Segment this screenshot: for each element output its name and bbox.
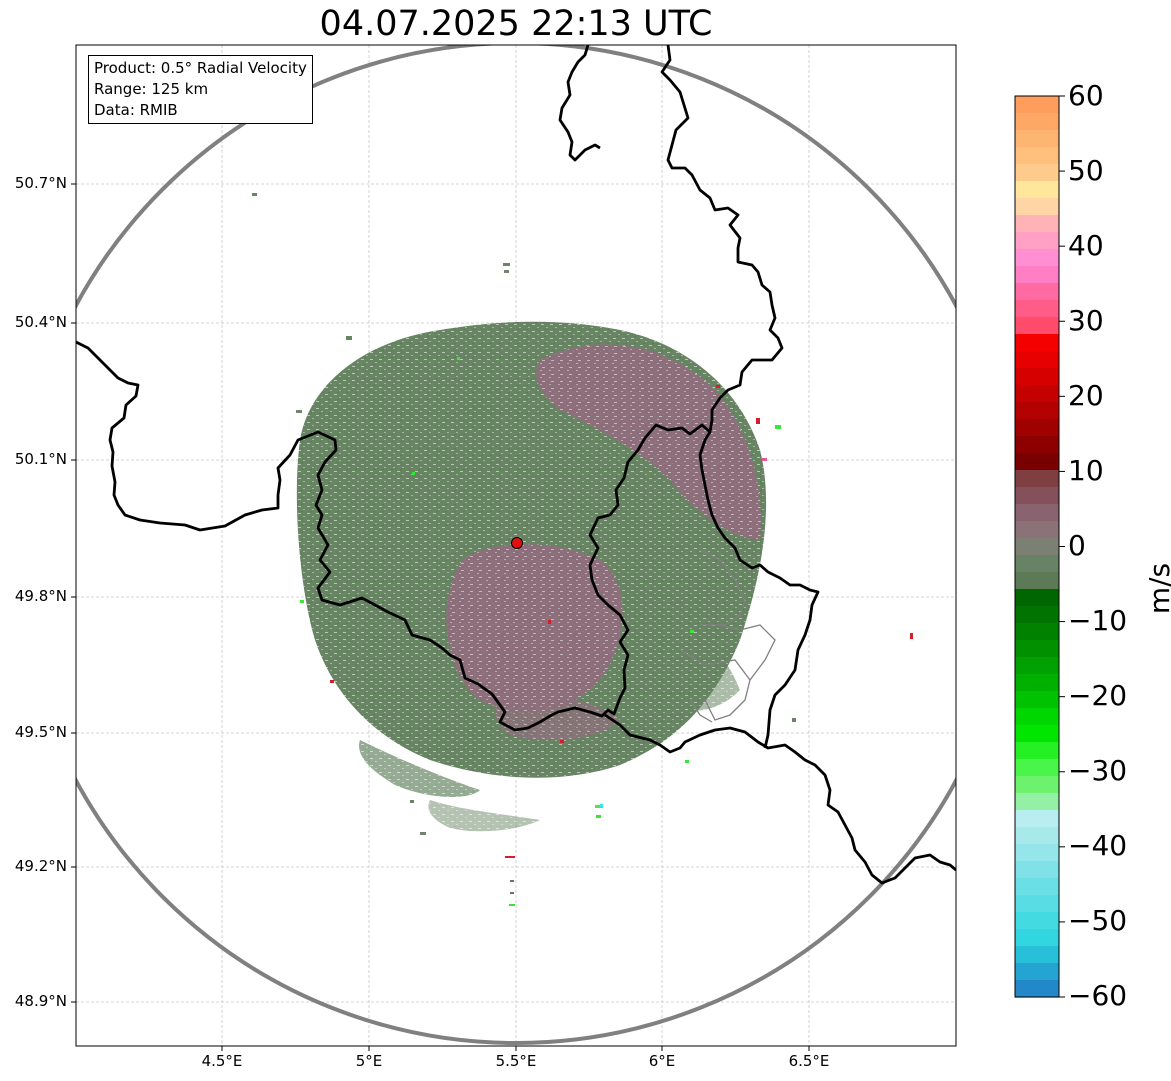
map-title: 04.07.2025 22:13 UTC [319,4,713,44]
lat-tick-label: 48.9°N [14,992,67,1010]
lat-tick-label: 49.5°N [14,723,67,741]
colorbar-unit-label: m/s [1143,562,1171,615]
lon-tick-label: 4.5°E [201,1052,243,1070]
region-borders [679,549,776,723]
info-data: Data: RMIB [94,101,178,119]
lon-tick-label: 5°E [355,1052,383,1070]
lat-tick-label: 49.8°N [14,587,67,605]
colorbar-tick-label: 60 [1068,79,1104,112]
lat-tick-label: 49.2°N [14,857,67,875]
radar-site-marker [511,537,523,549]
colorbar-tick-label: −30 [1068,754,1128,787]
range-ring [76,45,956,1045]
lat-tick-label: 50.1°N [14,450,67,468]
info-product: Product: 0.5° Radial Velocity [94,59,307,77]
lon-tick-label: 6.5°E [788,1052,830,1070]
lon-tick-label: 5.5°E [495,1052,537,1070]
colorbar-tick-label: −40 [1068,829,1128,862]
colorbar-tick-label: 0 [1068,529,1086,562]
info-box: Product: 0.5° Radial Velocity Range: 125… [88,55,313,124]
colorbar-tick-label: 40 [1068,229,1104,262]
colorbar-tick-label: 50 [1068,154,1104,187]
national-borders [76,45,956,885]
colorbar-tick-label: −60 [1068,979,1128,1012]
info-range: Range: 125 km [94,80,209,98]
colorbar-tick-label: 10 [1068,454,1104,487]
lat-tick-label: 50.7°N [14,174,67,192]
colorbar-tick-label: −50 [1068,904,1128,937]
lon-tick-label: 6°E [648,1052,676,1070]
colorbar-tick-label: −20 [1068,679,1128,712]
colorbar-tick-label: −10 [1068,604,1128,637]
colorbar-tick-label: 30 [1068,304,1104,337]
radar-echoes [252,193,913,906]
colorbar-tick-label: 20 [1068,379,1104,412]
lat-tick-label: 50.4°N [14,313,67,331]
